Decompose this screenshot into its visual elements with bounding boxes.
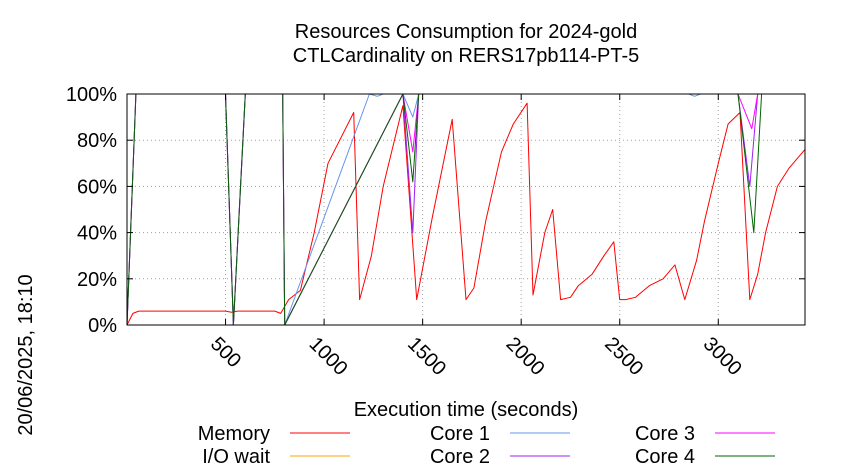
x-tick-label: 2000 xyxy=(502,333,549,380)
series-line-core-4 xyxy=(126,93,805,326)
y-tick-label: 40% xyxy=(77,223,117,245)
timestamp-label: 20/06/2025, 18:10 xyxy=(15,274,37,435)
chart-subtitle: CTLCardinality on RERS17pb114-PT-5 xyxy=(293,45,639,67)
y-tick-label: 20% xyxy=(77,269,117,291)
y-tick-label: 80% xyxy=(77,130,117,152)
legend-label-core-4: Core 4 xyxy=(635,446,695,468)
y-tick-label: 0% xyxy=(88,315,117,337)
x-axis-label: Execution time (seconds) xyxy=(354,399,579,421)
y-tick-label: 100% xyxy=(66,84,117,106)
legend-label-memory: Memory xyxy=(198,423,270,445)
ticks: 0% 20% 40% 60% 80% 100% 500 1000 1500 2000 2500 300… xyxy=(66,84,805,380)
legend-label-core-2: Core 2 xyxy=(430,446,490,468)
series-line-core-3 xyxy=(126,93,805,326)
series-layer xyxy=(126,93,806,326)
x-tick-label: 1000 xyxy=(305,333,352,380)
x-tick-label: 1500 xyxy=(403,333,450,380)
legend-label-i-o-wait: I/O wait xyxy=(202,446,270,468)
series-line-core-1 xyxy=(126,93,805,326)
x-tick-label: 2500 xyxy=(600,333,647,380)
grid xyxy=(127,94,805,325)
series-line-core-2 xyxy=(126,93,805,326)
x-tick-label: 3000 xyxy=(699,333,746,380)
series-line-memory xyxy=(126,102,806,326)
legend-label-core-1: Core 1 xyxy=(430,423,490,445)
legend-label-core-3: Core 3 xyxy=(635,423,695,445)
x-tick-label: 500 xyxy=(206,333,245,372)
plot-frame xyxy=(126,93,806,326)
chart-title: Resources Consumption for 2024-gold xyxy=(295,21,637,43)
y-tick-label: 60% xyxy=(77,176,117,198)
